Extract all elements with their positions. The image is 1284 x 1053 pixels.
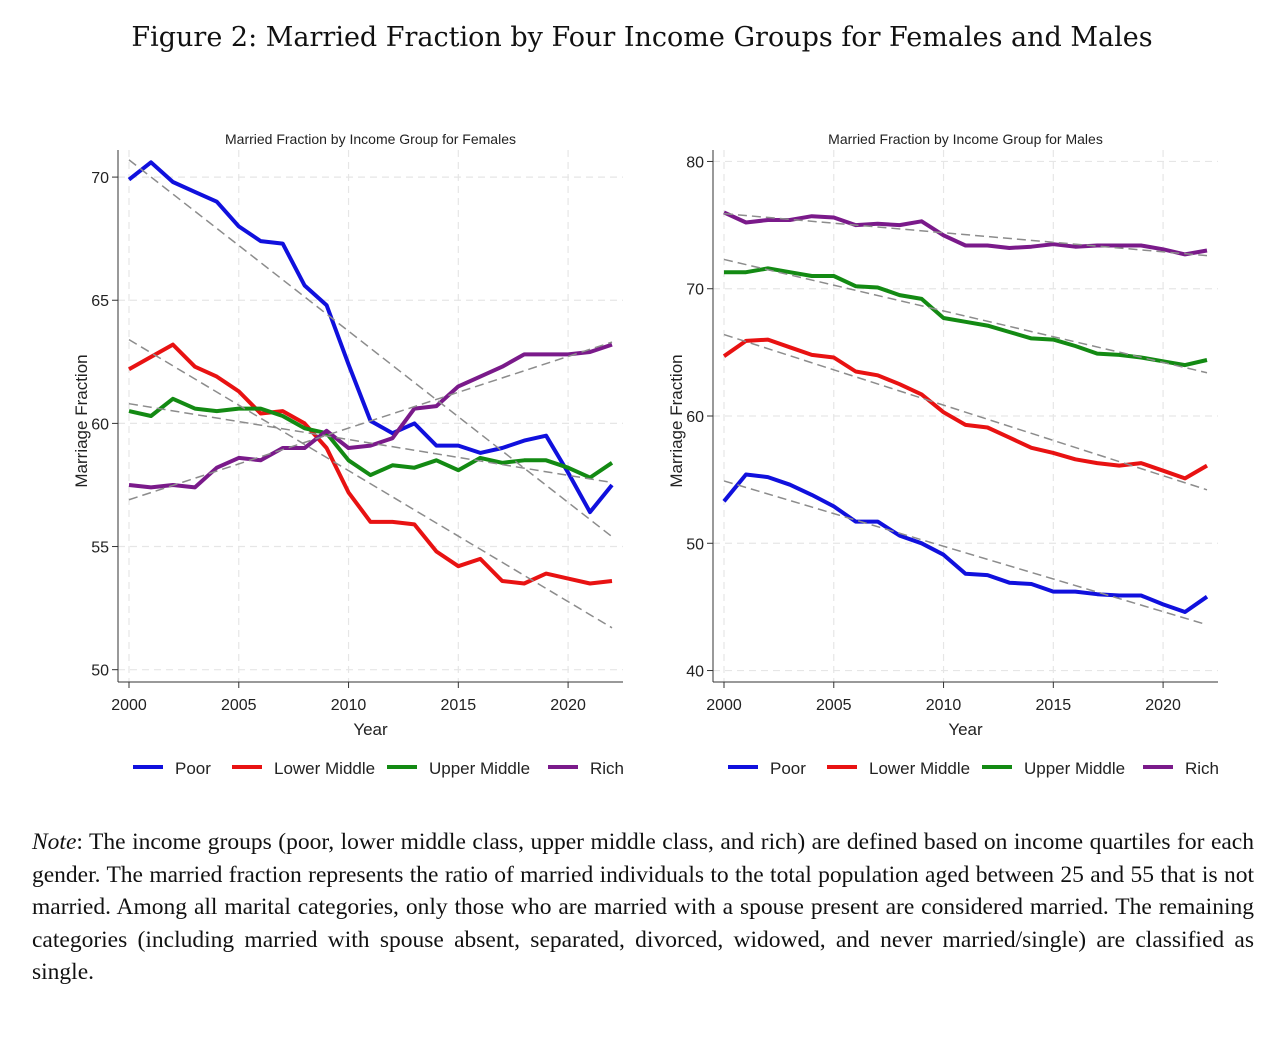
trend-line-lower-middle: [128, 339, 613, 629]
legend-label-poor: Poor: [175, 759, 211, 778]
x-axis-label: Year: [353, 720, 388, 739]
y-axis-label: Marriage Fraction: [72, 354, 91, 487]
series-line-poor: [722, 472, 1209, 614]
y-tick-label: 50: [91, 663, 109, 680]
y-tick-label: 70: [686, 282, 704, 299]
note-text: : The income groups (poor, lower middle …: [32, 829, 1254, 985]
legend-label-rich: Rich: [1185, 759, 1219, 778]
series-line-rich: [723, 210, 1208, 257]
trend-line-upper-middle: [723, 258, 1208, 374]
x-tick-label: 2010: [926, 697, 962, 714]
chart-title: Married Fraction by Income Group for Fem…: [225, 131, 516, 147]
y-tick-label: 70: [91, 170, 109, 187]
series-line-upper-middle: [724, 266, 1208, 368]
trend-line-poor: [723, 480, 1208, 626]
chart-title: Married Fraction by Income Group for Mal…: [828, 131, 1103, 147]
y-tick-label: 65: [91, 293, 109, 310]
legend-label-rich: Rich: [590, 759, 624, 778]
trend-line-rich: [128, 341, 613, 501]
figure-note: Note: The income groups (poor, lower mid…: [32, 826, 1254, 989]
x-tick-label: 2010: [331, 697, 367, 714]
x-tick-label: 2005: [816, 697, 852, 714]
y-tick-label: 80: [686, 154, 704, 171]
series-line-rich: [128, 342, 613, 490]
x-tick-label: 2015: [1036, 697, 1072, 714]
x-tick-label: 2015: [441, 697, 477, 714]
y-tick-label: 60: [686, 409, 704, 426]
legend-label-lower-middle: Lower Middle: [274, 759, 375, 778]
trend-line-poor: [128, 159, 613, 538]
x-axis-label: Year: [948, 720, 983, 739]
y-axis-label: Marriage Fraction: [667, 354, 686, 487]
x-tick-label: 2005: [221, 697, 257, 714]
y-tick-label: 55: [91, 540, 109, 557]
series-line-lower-middle: [128, 342, 613, 586]
chart-females: Married Fraction by Income Group for Fem…: [72, 131, 624, 778]
trend-line-lower-middle: [723, 333, 1208, 491]
trend-line-rich: [723, 212, 1208, 257]
legend-label-upper-middle: Upper Middle: [1024, 759, 1125, 778]
x-tick-label: 2020: [1145, 697, 1181, 714]
note-label: Note: [32, 829, 77, 855]
x-tick-label: 2000: [706, 697, 742, 714]
figure-title: Figure 2: Married Fraction by Four Incom…: [131, 22, 1153, 53]
y-tick-label: 60: [91, 416, 109, 433]
y-tick-label: 50: [686, 536, 704, 553]
x-tick-label: 2020: [550, 697, 586, 714]
y-tick-label: 40: [686, 664, 704, 681]
trend-line-upper-middle: [128, 402, 613, 484]
x-tick-label: 2000: [111, 697, 147, 714]
legend-label-upper-middle: Upper Middle: [429, 759, 530, 778]
series-line-upper-middle: [128, 396, 614, 480]
series-line-lower-middle: [722, 337, 1209, 481]
legend-label-poor: Poor: [770, 759, 806, 778]
chart-males: Married Fraction by Income Group for Mal…: [667, 131, 1219, 778]
legend-label-lower-middle: Lower Middle: [869, 759, 970, 778]
